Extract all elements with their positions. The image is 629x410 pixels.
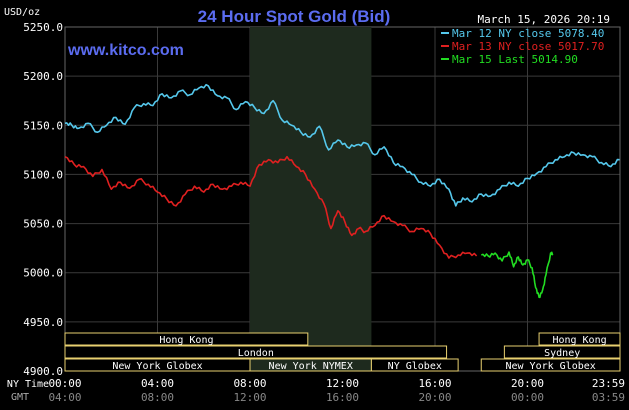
y-unit-label: USD/oz bbox=[4, 7, 40, 18]
market-session-bar bbox=[503, 345, 621, 359]
market-session-label: New York Globex bbox=[505, 361, 595, 372]
market-session-label: New York NYMEX bbox=[269, 361, 353, 372]
market-session-label: New York Globex bbox=[112, 361, 202, 372]
y-tick-label: 5050.0 bbox=[23, 218, 63, 231]
market-session-bar bbox=[64, 345, 448, 359]
x-tick-label-gmt: 00:00 bbox=[511, 391, 544, 404]
session-highlight bbox=[250, 27, 372, 371]
y-tick-label: 5200.0 bbox=[23, 70, 63, 83]
y-tick-label: 4900.0 bbox=[23, 365, 63, 378]
market-session-label: Sydney bbox=[544, 348, 580, 359]
legend-label: Mar 12 NY close 5078.40 bbox=[452, 27, 604, 40]
market-session-label: NY Globex bbox=[388, 361, 442, 372]
timestamp: March 15, 2026 20:19 bbox=[478, 13, 610, 26]
series-line bbox=[64, 155, 478, 259]
market-session-bar bbox=[538, 332, 621, 346]
x-tick-label-ny: 08:00 bbox=[233, 377, 266, 390]
y-tick-label: 5000.0 bbox=[23, 267, 63, 280]
x-axis-label-gmt: GMT bbox=[11, 392, 29, 403]
y-tick-label: 4950.0 bbox=[23, 316, 63, 329]
y-tick-label: 5150.0 bbox=[23, 119, 63, 132]
x-tick-label-ny: 12:00 bbox=[326, 377, 359, 390]
x-tick-label-ny: 23:59 bbox=[592, 377, 625, 390]
x-axis-label-ny: NY Time bbox=[7, 379, 49, 390]
series-line bbox=[64, 83, 620, 207]
y-tick-label: 5100.0 bbox=[23, 168, 63, 181]
x-tick-label-gmt: 20:00 bbox=[418, 391, 451, 404]
legend-label: Mar 13 NY close 5017.70 bbox=[452, 40, 604, 53]
legend-label: Mar 15 Last 5014.90 bbox=[452, 53, 578, 66]
market-session-bar bbox=[370, 358, 459, 372]
market-session-label: Hong Kong bbox=[552, 335, 606, 346]
chart-title: 24 Hour Spot Gold (Bid) bbox=[198, 7, 391, 26]
x-tick-label-ny: 04:00 bbox=[141, 377, 174, 390]
y-tick-label: 5250.0 bbox=[23, 21, 63, 34]
x-tick-label-gmt: 03:59 bbox=[592, 391, 625, 404]
market-session-label: London bbox=[238, 348, 274, 359]
x-tick-label-ny: 16:00 bbox=[418, 377, 451, 390]
market-session-label: Hong Kong bbox=[159, 335, 213, 346]
x-tick-label-gmt: 16:00 bbox=[326, 391, 359, 404]
x-tick-label-gmt: 08:00 bbox=[141, 391, 174, 404]
series-line bbox=[481, 251, 554, 299]
market-session-bar bbox=[480, 358, 621, 372]
market-session-bar bbox=[64, 332, 309, 346]
x-tick-label-ny: 20:00 bbox=[511, 377, 544, 390]
source-link[interactable]: www.kitco.com bbox=[67, 42, 184, 59]
x-tick-label-gmt: 12:00 bbox=[233, 391, 266, 404]
x-tick-label-gmt: 04:00 bbox=[48, 391, 81, 404]
x-tick-label-ny: 00:00 bbox=[48, 377, 81, 390]
